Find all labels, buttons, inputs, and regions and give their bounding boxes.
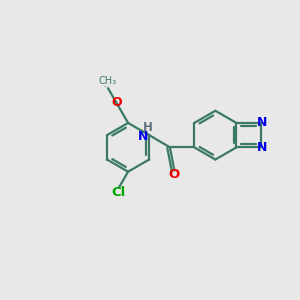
Text: methoxy: methoxy — [103, 85, 110, 87]
Text: N: N — [257, 141, 268, 154]
Text: N: N — [137, 130, 148, 143]
Text: H: H — [143, 121, 153, 134]
Text: O: O — [169, 168, 180, 182]
Text: Cl: Cl — [112, 186, 126, 199]
Text: CH₃: CH₃ — [99, 76, 117, 86]
Text: O: O — [111, 96, 122, 110]
Text: N: N — [257, 116, 268, 130]
